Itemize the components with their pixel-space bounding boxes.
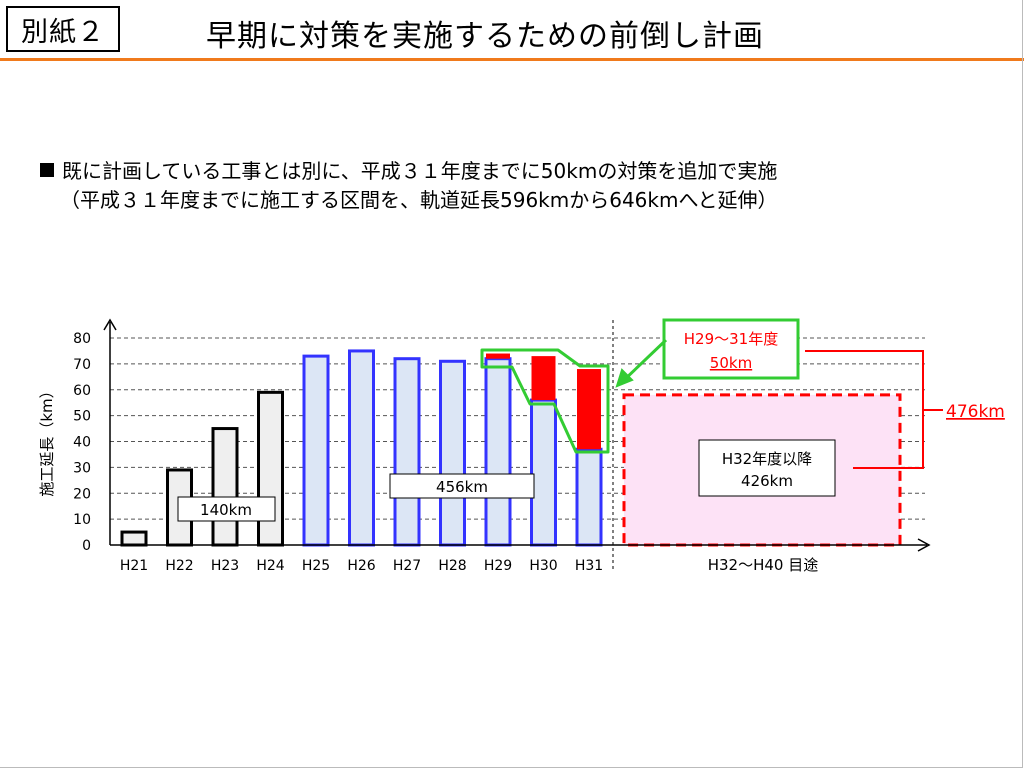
bar-h30	[530, 398, 557, 547]
group-label-box-2	[389, 473, 535, 499]
bullet-text: 既に計画している工事とは別に、平成３１年度までに50kmの対策を追加で実施	[62, 159, 778, 183]
x-tick-label: H22	[165, 558, 193, 574]
y-tick-label: 30	[73, 460, 91, 476]
bar-h23	[211, 427, 239, 547]
future-label-line1: H32年度以降	[722, 450, 812, 468]
bar-h21	[120, 530, 148, 547]
y-axis-arrow-icon	[103, 318, 117, 331]
future-label-box	[698, 439, 836, 497]
callout-line1: H29〜31年度	[684, 330, 778, 348]
bar-h31	[575, 447, 603, 547]
y-tick-label: 70	[73, 357, 91, 373]
bar-h29	[484, 357, 512, 547]
bar-additional-h30	[531, 356, 556, 401]
y-tick-label: 80	[73, 331, 91, 347]
x-tick-label: H30	[529, 558, 557, 574]
x-tick-label: H29	[484, 558, 512, 574]
callout-arrowhead-icon	[615, 368, 634, 388]
y-tick-label: 0	[82, 538, 91, 554]
x-axis-arrow-icon	[917, 538, 931, 552]
bullet-line: 既に計画している工事とは別に、平成３１年度までに50kmの対策を追加で実施	[40, 155, 777, 184]
bullet-square-icon	[40, 163, 54, 177]
callout-line2: 50km	[710, 354, 752, 372]
callout-arrow	[620, 338, 668, 384]
x-tick-label: H24	[256, 558, 284, 574]
attachment-tag: 別紙２	[6, 6, 120, 52]
bar-additional-h29	[486, 353, 510, 359]
total-label: 476km	[946, 402, 1005, 422]
y-tick-label: 50	[73, 409, 91, 425]
y-tick-label: 40	[73, 435, 91, 451]
y-tick-label: 20	[73, 486, 91, 502]
y-tick-label: 60	[73, 383, 91, 399]
x-tick-label: H27	[393, 558, 421, 574]
bar-h24	[257, 390, 284, 547]
bar-additional-h31	[577, 369, 601, 450]
callout-box	[662, 318, 800, 380]
x-tick-label: H26	[347, 558, 375, 574]
title-rule	[0, 58, 1024, 61]
group-label-box-1	[177, 496, 276, 522]
y-tick-label: 10	[73, 512, 91, 528]
future-label-line2: 426km	[741, 472, 793, 490]
page-title: 早期に対策を実施するための前倒し計画	[206, 19, 764, 54]
x-tick-label: H31	[575, 558, 603, 574]
x-tick-label: H25	[302, 558, 330, 574]
bar-h25	[302, 354, 330, 547]
sub-line: （平成３１年度までに施工する区間を、軌道延長596kmから646kmへと延伸）	[60, 188, 778, 212]
x-tick-label-future: H32〜H40 目途	[708, 556, 819, 574]
x-tick-label: H23	[211, 558, 239, 574]
additional-portion-outline	[480, 348, 610, 454]
y-axis-label: 施工延長（km）	[38, 383, 56, 496]
bar-h26	[348, 349, 375, 547]
group-label-2: 456km	[436, 478, 488, 496]
bar-h28	[439, 359, 466, 547]
group-label-1: 140km	[200, 501, 252, 519]
x-tick-label: H21	[120, 558, 148, 574]
bar-h27	[393, 357, 421, 547]
x-tick-label: H28	[438, 558, 466, 574]
